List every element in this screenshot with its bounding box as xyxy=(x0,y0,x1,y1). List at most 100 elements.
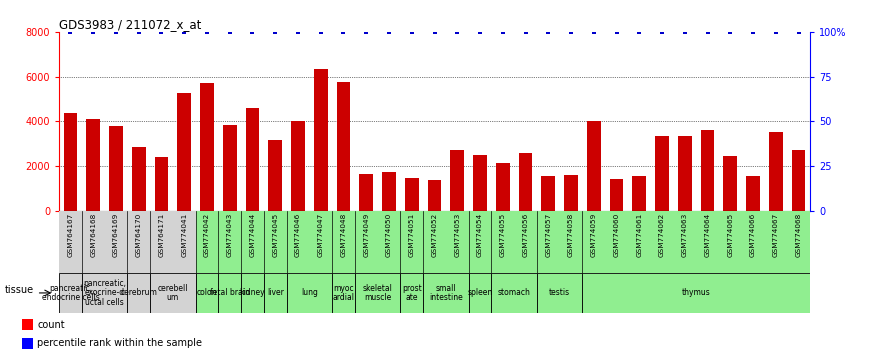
Text: GSM764168: GSM764168 xyxy=(90,212,96,257)
Bar xyxy=(177,93,191,211)
Text: fetal brain: fetal brain xyxy=(209,289,249,297)
Text: GSM774042: GSM774042 xyxy=(204,212,210,257)
Text: GSM774061: GSM774061 xyxy=(636,212,642,257)
Bar xyxy=(655,136,669,211)
Bar xyxy=(423,273,468,313)
Bar xyxy=(246,108,259,211)
Text: tissue: tissue xyxy=(4,285,34,295)
Text: skeletal
muscle: skeletal muscle xyxy=(362,284,393,302)
Bar xyxy=(196,273,218,313)
Bar xyxy=(150,273,196,313)
Text: GSM774059: GSM774059 xyxy=(591,212,597,257)
Point xyxy=(723,29,737,35)
Text: liver: liver xyxy=(267,289,283,297)
Bar xyxy=(401,273,423,313)
Text: cerebrum: cerebrum xyxy=(120,289,157,297)
Text: pancreatic,
exocrine-d
uctal cells: pancreatic, exocrine-d uctal cells xyxy=(83,279,126,307)
Bar xyxy=(746,176,760,211)
Point xyxy=(177,29,191,35)
Text: GSM774063: GSM774063 xyxy=(682,212,687,257)
Point xyxy=(746,29,760,35)
Point xyxy=(200,29,214,35)
Point xyxy=(564,29,578,35)
Text: percentile rank within the sample: percentile rank within the sample xyxy=(37,338,202,348)
Text: GSM774067: GSM774067 xyxy=(773,212,779,257)
Text: GSM774046: GSM774046 xyxy=(295,212,301,257)
Bar xyxy=(82,211,128,273)
Text: testis: testis xyxy=(549,289,570,297)
Point xyxy=(291,29,305,35)
Text: lung: lung xyxy=(301,289,318,297)
Point xyxy=(473,29,487,35)
Point xyxy=(155,29,169,35)
Bar xyxy=(59,211,82,273)
Text: GSM774058: GSM774058 xyxy=(568,212,574,257)
Point xyxy=(769,29,783,35)
Point xyxy=(496,29,510,35)
Text: GSM774065: GSM774065 xyxy=(727,212,733,257)
Point xyxy=(678,29,692,35)
Bar xyxy=(155,157,169,211)
Bar xyxy=(610,179,623,211)
Text: GDS3983 / 211072_x_at: GDS3983 / 211072_x_at xyxy=(59,18,202,31)
Bar xyxy=(355,211,401,273)
Bar xyxy=(519,153,533,211)
Bar xyxy=(405,178,419,211)
Bar xyxy=(496,162,509,211)
Point xyxy=(269,29,282,35)
Bar xyxy=(401,211,423,273)
Bar xyxy=(537,273,582,313)
Bar xyxy=(82,273,128,313)
Text: GSM764171: GSM764171 xyxy=(158,212,164,257)
Bar xyxy=(491,211,537,273)
Bar xyxy=(587,121,600,211)
Bar xyxy=(468,211,491,273)
Bar xyxy=(382,172,395,211)
Text: colon: colon xyxy=(196,289,217,297)
Bar xyxy=(537,211,582,273)
Point xyxy=(86,29,100,35)
Bar xyxy=(196,211,218,273)
Point xyxy=(587,29,600,35)
Bar xyxy=(287,273,332,313)
Point xyxy=(382,29,396,35)
Bar xyxy=(678,136,692,211)
Bar xyxy=(241,273,264,313)
Point xyxy=(792,29,806,35)
Text: GSM774049: GSM774049 xyxy=(363,212,369,257)
Text: GSM774048: GSM774048 xyxy=(341,212,347,257)
Text: GSM774045: GSM774045 xyxy=(272,212,278,257)
Text: GSM774068: GSM774068 xyxy=(795,212,801,257)
Text: GSM774066: GSM774066 xyxy=(750,212,756,257)
Point xyxy=(519,29,533,35)
Text: GSM774062: GSM774062 xyxy=(659,212,665,257)
Text: count: count xyxy=(37,320,65,330)
Bar xyxy=(633,176,646,211)
Bar xyxy=(291,121,305,211)
Bar xyxy=(332,273,355,313)
Text: GSM774051: GSM774051 xyxy=(408,212,415,257)
Bar xyxy=(428,181,441,211)
Bar xyxy=(360,174,373,211)
Bar xyxy=(474,155,487,211)
Text: kidney: kidney xyxy=(240,289,265,297)
Text: GSM764170: GSM764170 xyxy=(136,212,142,257)
Text: GSM774057: GSM774057 xyxy=(545,212,551,257)
Point xyxy=(63,29,77,35)
Bar xyxy=(564,175,578,211)
Bar xyxy=(128,211,150,273)
Bar xyxy=(264,211,287,273)
Bar xyxy=(86,119,100,211)
Point xyxy=(541,29,555,35)
Bar xyxy=(336,82,350,211)
Bar xyxy=(355,273,401,313)
Text: GSM774060: GSM774060 xyxy=(614,212,620,257)
Point xyxy=(428,29,441,35)
Text: GSM774044: GSM774044 xyxy=(249,212,255,257)
Text: GSM764167: GSM764167 xyxy=(68,212,74,257)
Bar xyxy=(468,273,491,313)
Bar xyxy=(59,273,82,313)
Bar xyxy=(769,132,783,211)
Text: GSM774056: GSM774056 xyxy=(522,212,528,257)
Point xyxy=(405,29,419,35)
